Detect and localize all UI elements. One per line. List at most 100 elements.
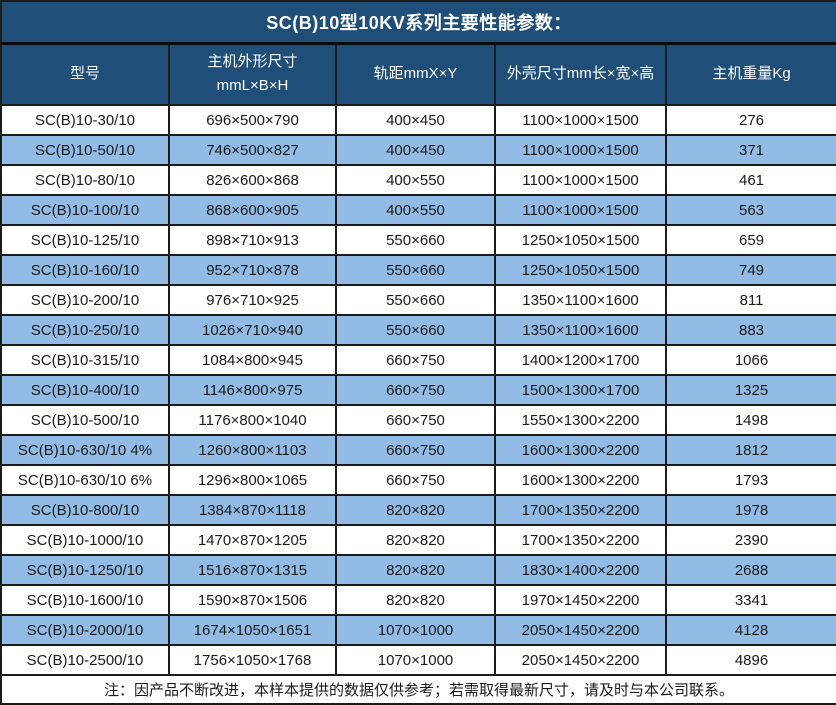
cell: 4128 xyxy=(664,614,836,646)
cell: SC(B)10-80/10 xyxy=(0,164,170,196)
cell: 820×820 xyxy=(335,554,496,586)
cell: SC(B)10-1250/10 xyxy=(0,554,170,586)
cell: 1100×1000×1500 xyxy=(494,164,667,196)
column-header-2: 轨距mmX×Y xyxy=(335,42,496,106)
column-header-3: 外壳尺寸mm长×宽×高 xyxy=(494,42,667,106)
table-row: SC(B)10-630/10 6% 1296×800×1065 660×750 160… xyxy=(0,464,836,496)
table-row: SC(B)10-1600/10 1590×870×1506 820×820 1970×… xyxy=(0,584,836,616)
cell: 883 xyxy=(664,314,836,346)
table-row: SC(B)10-630/10 4% 1260×800×1103 660×750 160… xyxy=(0,434,836,466)
cell: 811 xyxy=(664,284,836,316)
cell: 659 xyxy=(664,224,836,256)
cell: 1400×1200×1700 xyxy=(494,344,667,376)
cell: 1600×1300×2200 xyxy=(494,464,667,496)
table-row: SC(B)10-100/10 868×600×905 400×550 1100×100… xyxy=(0,194,836,226)
column-header-4: 主机重量Kg xyxy=(664,42,836,106)
cell: 1700×1350×2200 xyxy=(494,494,667,526)
cell: 2688 xyxy=(664,554,836,586)
title-row: SC(B)10型10KV系列主要性能参数： xyxy=(0,0,836,45)
cell: 1384×870×1118 xyxy=(168,494,337,526)
cell: 1100×1000×1500 xyxy=(494,104,667,136)
cell: 820×820 xyxy=(335,584,496,616)
cell: 1350×1100×1600 xyxy=(494,284,667,316)
cell: 1600×1300×2200 xyxy=(494,434,667,466)
cell: 2050×1450×2200 xyxy=(494,644,667,676)
cell: SC(B)10-30/10 xyxy=(0,104,170,136)
cell: 1350×1100×1600 xyxy=(494,314,667,346)
table-row: SC(B)10-200/10 976×710×925 550×660 1350×110… xyxy=(0,284,836,316)
cell: 660×750 xyxy=(335,464,496,496)
page-title: SC(B)10型10KV系列主要性能参数： xyxy=(0,0,836,45)
cell: 550×660 xyxy=(335,224,496,256)
column-header-row: 型号 主机外形尺寸 mmL×B×H 轨距mmX×Y 外壳尺寸mm长×宽×高 主机重量Kg xyxy=(0,42,836,106)
table-row: SC(B)10-125/10 898×710×913 550×660 1250×105… xyxy=(0,224,836,256)
cell: SC(B)10-200/10 xyxy=(0,284,170,316)
table-row: SC(B)10-400/10 1146×800×975 660×750 1500×13… xyxy=(0,374,836,406)
table-row: SC(B)10-2000/10 1674×1050×1651 1070×1000 20… xyxy=(0,614,836,646)
cell: 1812 xyxy=(664,434,836,466)
cell: 660×750 xyxy=(335,434,496,466)
table-row: SC(B)10-80/10 826×600×868 400×550 1100×1000… xyxy=(0,164,836,196)
cell: 952×710×878 xyxy=(168,254,337,286)
cell: SC(B)10-250/10 xyxy=(0,314,170,346)
cell: 746×500×827 xyxy=(168,134,337,166)
table-row: SC(B)10-2500/10 1756×1050×1768 1070×1000 20… xyxy=(0,644,836,676)
footnote: 注：因产品不断改进，本样本提供的数据仅供参考；若需取得最新尺寸，请及时与本公司联… xyxy=(0,674,836,705)
table-row: SC(B)10-50/10 746×500×827 400×450 1100×1000… xyxy=(0,134,836,166)
cell: SC(B)10-100/10 xyxy=(0,194,170,226)
cell: 826×600×868 xyxy=(168,164,337,196)
cell: 820×820 xyxy=(335,494,496,526)
cell: 1070×1000 xyxy=(335,614,496,646)
cell: 1498 xyxy=(664,404,836,436)
cell: 1978 xyxy=(664,494,836,526)
cell: 550×660 xyxy=(335,314,496,346)
cell: SC(B)10-1000/10 xyxy=(0,524,170,556)
cell: 461 xyxy=(664,164,836,196)
cell: SC(B)10-630/10 4% xyxy=(0,434,170,466)
cell: SC(B)10-2000/10 xyxy=(0,614,170,646)
cell: 660×750 xyxy=(335,374,496,406)
cell: 1250×1050×1500 xyxy=(494,224,667,256)
note-row: 注：因产品不断改进，本样本提供的数据仅供参考；若需取得最新尺寸，请及时与本公司联… xyxy=(0,674,836,705)
cell: 660×750 xyxy=(335,344,496,376)
table-body: SC(B)10-30/10 696×500×790 400×450 1100×1000… xyxy=(0,104,836,676)
cell: 1830×1400×2200 xyxy=(494,554,667,586)
table-row: SC(B)10-800/10 1384×870×1118 820×820 1700×1… xyxy=(0,494,836,526)
cell: 898×710×913 xyxy=(168,224,337,256)
cell: SC(B)10-125/10 xyxy=(0,224,170,256)
cell: 1470×870×1205 xyxy=(168,524,337,556)
cell: 2050×1450×2200 xyxy=(494,614,667,646)
cell: 1500×1300×1700 xyxy=(494,374,667,406)
cell: 371 xyxy=(664,134,836,166)
cell: 1070×1000 xyxy=(335,644,496,676)
table-row: SC(B)10-250/10 1026×710×940 550×660 1350×11… xyxy=(0,314,836,346)
cell: 1250×1050×1500 xyxy=(494,254,667,286)
cell: 820×820 xyxy=(335,524,496,556)
cell: SC(B)10-1600/10 xyxy=(0,584,170,616)
cell: 4896 xyxy=(664,644,836,676)
cell: 1325 xyxy=(664,374,836,406)
cell: 1176×800×1040 xyxy=(168,404,337,436)
cell: SC(B)10-315/10 xyxy=(0,344,170,376)
cell: 1793 xyxy=(664,464,836,496)
table-row: SC(B)10-30/10 696×500×790 400×450 1100×1000… xyxy=(0,104,836,136)
cell: 3341 xyxy=(664,584,836,616)
cell: 563 xyxy=(664,194,836,226)
table-row: SC(B)10-1000/10 1470×870×1205 820×820 1700×… xyxy=(0,524,836,556)
cell: 976×710×925 xyxy=(168,284,337,316)
cell: 400×550 xyxy=(335,194,496,226)
cell: 1970×1450×2200 xyxy=(494,584,667,616)
cell: 1066 xyxy=(664,344,836,376)
cell: 1146×800×975 xyxy=(168,374,337,406)
cell: 400×450 xyxy=(335,104,496,136)
cell: 1260×800×1103 xyxy=(168,434,337,466)
cell: 2390 xyxy=(664,524,836,556)
cell: 1756×1050×1768 xyxy=(168,644,337,676)
table-row: SC(B)10-1250/10 1516×870×1315 820×820 1830×… xyxy=(0,554,836,586)
cell: SC(B)10-50/10 xyxy=(0,134,170,166)
cell: 749 xyxy=(664,254,836,286)
cell: SC(B)10-630/10 6% xyxy=(0,464,170,496)
cell: SC(B)10-500/10 xyxy=(0,404,170,436)
